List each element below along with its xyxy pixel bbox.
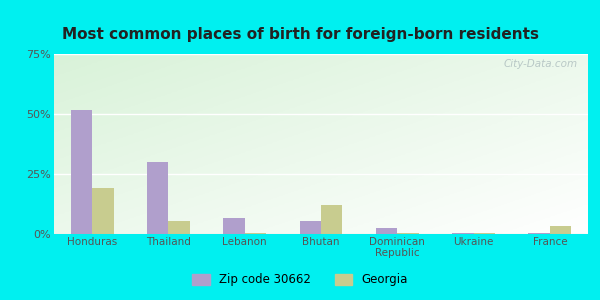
Bar	[376, 228, 397, 234]
Legend: Zip code 30662, Georgia: Zip code 30662, Georgia	[187, 269, 413, 291]
Bar	[299, 221, 321, 234]
Bar	[321, 205, 343, 234]
Bar	[92, 188, 113, 234]
Bar	[452, 233, 473, 234]
Bar	[245, 233, 266, 234]
Text: Most common places of birth for foreign-born residents: Most common places of birth for foreign-…	[62, 27, 539, 42]
Bar	[147, 162, 169, 234]
Bar	[223, 218, 245, 234]
Bar	[550, 226, 571, 234]
Text: City-Data.com: City-Data.com	[503, 59, 577, 69]
Bar	[473, 233, 495, 234]
Bar	[71, 110, 92, 234]
Bar	[529, 233, 550, 234]
Bar	[169, 221, 190, 234]
Bar	[397, 233, 419, 234]
